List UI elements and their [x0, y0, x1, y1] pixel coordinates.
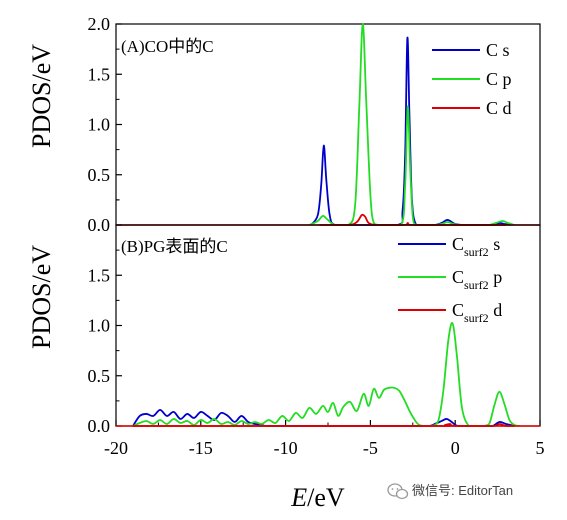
panel-b-x-tick-label: -10	[274, 438, 298, 458]
panel-a-legend: C s C p C d	[432, 40, 512, 118]
panel-a-y-axis: 0.0 0.5 1.0 1.5 2.0	[88, 14, 122, 235]
panel-a-y-tick-label: 1.5	[88, 64, 111, 84]
panel-b-y-axis: 0.0 0.5 1.0 1.5	[88, 199, 122, 436]
panel-b-x-tick-label: -15	[189, 438, 213, 458]
panel-a-y-axis-label: PDOS/eV	[27, 44, 56, 148]
panel-a-y-tick-label: 2.0	[88, 14, 111, 34]
legend-label: Csurf2 d	[452, 300, 502, 325]
watermark-text: 微信号: EditorTan	[412, 483, 513, 498]
legend-label: C d	[486, 98, 512, 118]
panel-a-y-tick-label: 0.0	[88, 215, 111, 235]
panel-a-y-tick-label: 0.5	[88, 165, 111, 185]
wechat-icon	[387, 483, 409, 500]
panel-b-y-tick-label: 1.5	[88, 265, 111, 285]
panel-a-y-tick-label: 1.0	[88, 115, 111, 135]
series-line-p-a	[308, 23, 515, 226]
series-line-p-b	[132, 322, 520, 427]
panel-b-series	[116, 322, 540, 427]
panel-a: 0.00.51.01.52.0 (A)CO中的C PDOS/eV C sC pC…	[27, 14, 541, 235]
watermark: 微信号: EditorTan	[387, 483, 513, 500]
legend-label: Csurf2 s	[452, 234, 500, 259]
panel-b-x-axis: -20 -15 -10 -5 0 5	[104, 420, 545, 458]
legend-label: C s	[486, 40, 510, 60]
panel-b-y-tick-label: 0.0	[88, 416, 111, 436]
x-axis-label-unit: /eV	[307, 483, 345, 512]
legend-label: Csurf2 p	[452, 267, 502, 292]
panel-b-x-tick-label: -5	[363, 438, 378, 458]
panel-b-label: (B)PG表面的C	[121, 237, 228, 256]
panel-b-x-tick-label: 5	[536, 438, 545, 458]
panel-b-y-tick-label: 0.5	[88, 366, 111, 386]
panel-b-y-tick-label: 1.0	[88, 316, 111, 336]
x-axis-label: E/eV	[290, 483, 345, 512]
panel-b-x-tick-label: 0	[451, 438, 460, 458]
panel-b-y-axis-label: PDOS/eV	[27, 245, 56, 349]
panel-b-legend: Csurf2 s Csurf2 p Csurf2 d	[398, 234, 502, 325]
panel-a-label: (A)CO中的C	[121, 37, 214, 56]
panel-b-x-tick-label: -20	[104, 438, 128, 458]
panel-b: 0.0 0.5 1.0 1.5 -20 -15 -10 -5 0 5 (B)PG表面的C PDO…	[27, 199, 545, 458]
legend-label: C p	[486, 69, 512, 89]
x-axis-label-italic: E	[290, 483, 307, 512]
